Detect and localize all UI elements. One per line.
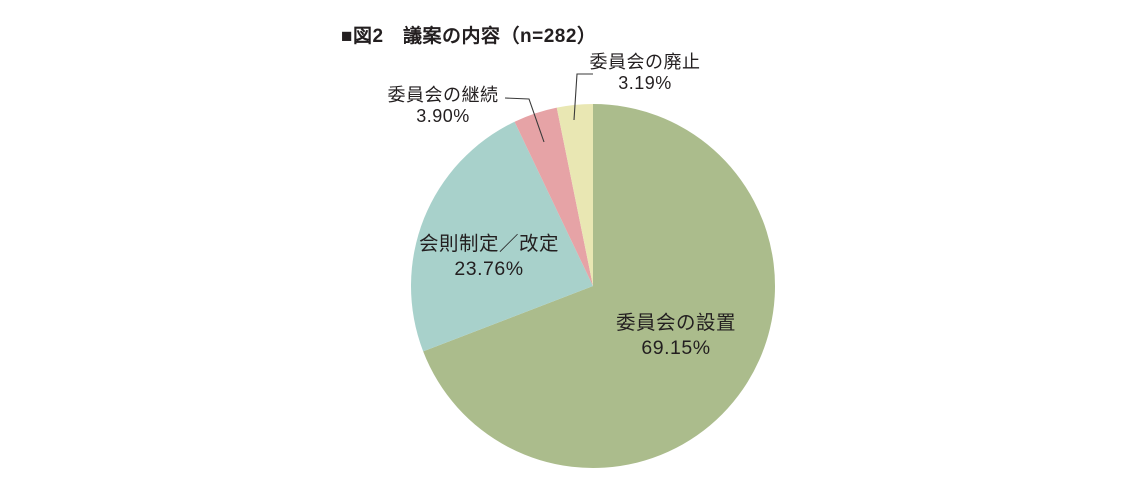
- pie-slice-2: [411, 121, 593, 352]
- chart-title: ■図2 議案の内容（n=282）: [341, 26, 597, 47]
- pie-slice-4: [556, 103, 593, 286]
- pie-slice-1: [423, 104, 776, 468]
- slice-label-keizoku: 委員会の継続 3.90%: [388, 85, 499, 127]
- slice-label-haishi-pct: 3.19%: [618, 73, 672, 93]
- slice-label-keizoku-pct: 3.90%: [416, 106, 470, 126]
- slice-label-haishi-name: 委員会の廃止: [589, 52, 701, 72]
- pie-slice-3: [514, 107, 593, 286]
- slice-label-kaisoku: 会則制定／改定 23.76%: [419, 232, 559, 282]
- slice-label-secchi-pct: 69.15%: [641, 337, 711, 359]
- slice-label-secchi: 委員会の設置 69.15%: [616, 311, 736, 361]
- leader-line-haishi: [573, 73, 593, 121]
- slice-label-haishi: 委員会の廃止 3.19%: [590, 52, 701, 94]
- pie-slices: [411, 103, 776, 468]
- slice-label-kaisoku-pct: 23.76%: [454, 258, 524, 280]
- leader-line-keizoku: [504, 97, 545, 143]
- slice-label-kaisoku-name: 会則制定／改定: [418, 233, 560, 255]
- slice-label-secchi-name: 委員会の設置: [615, 312, 737, 334]
- slice-label-keizoku-name: 委員会の継続: [387, 85, 499, 105]
